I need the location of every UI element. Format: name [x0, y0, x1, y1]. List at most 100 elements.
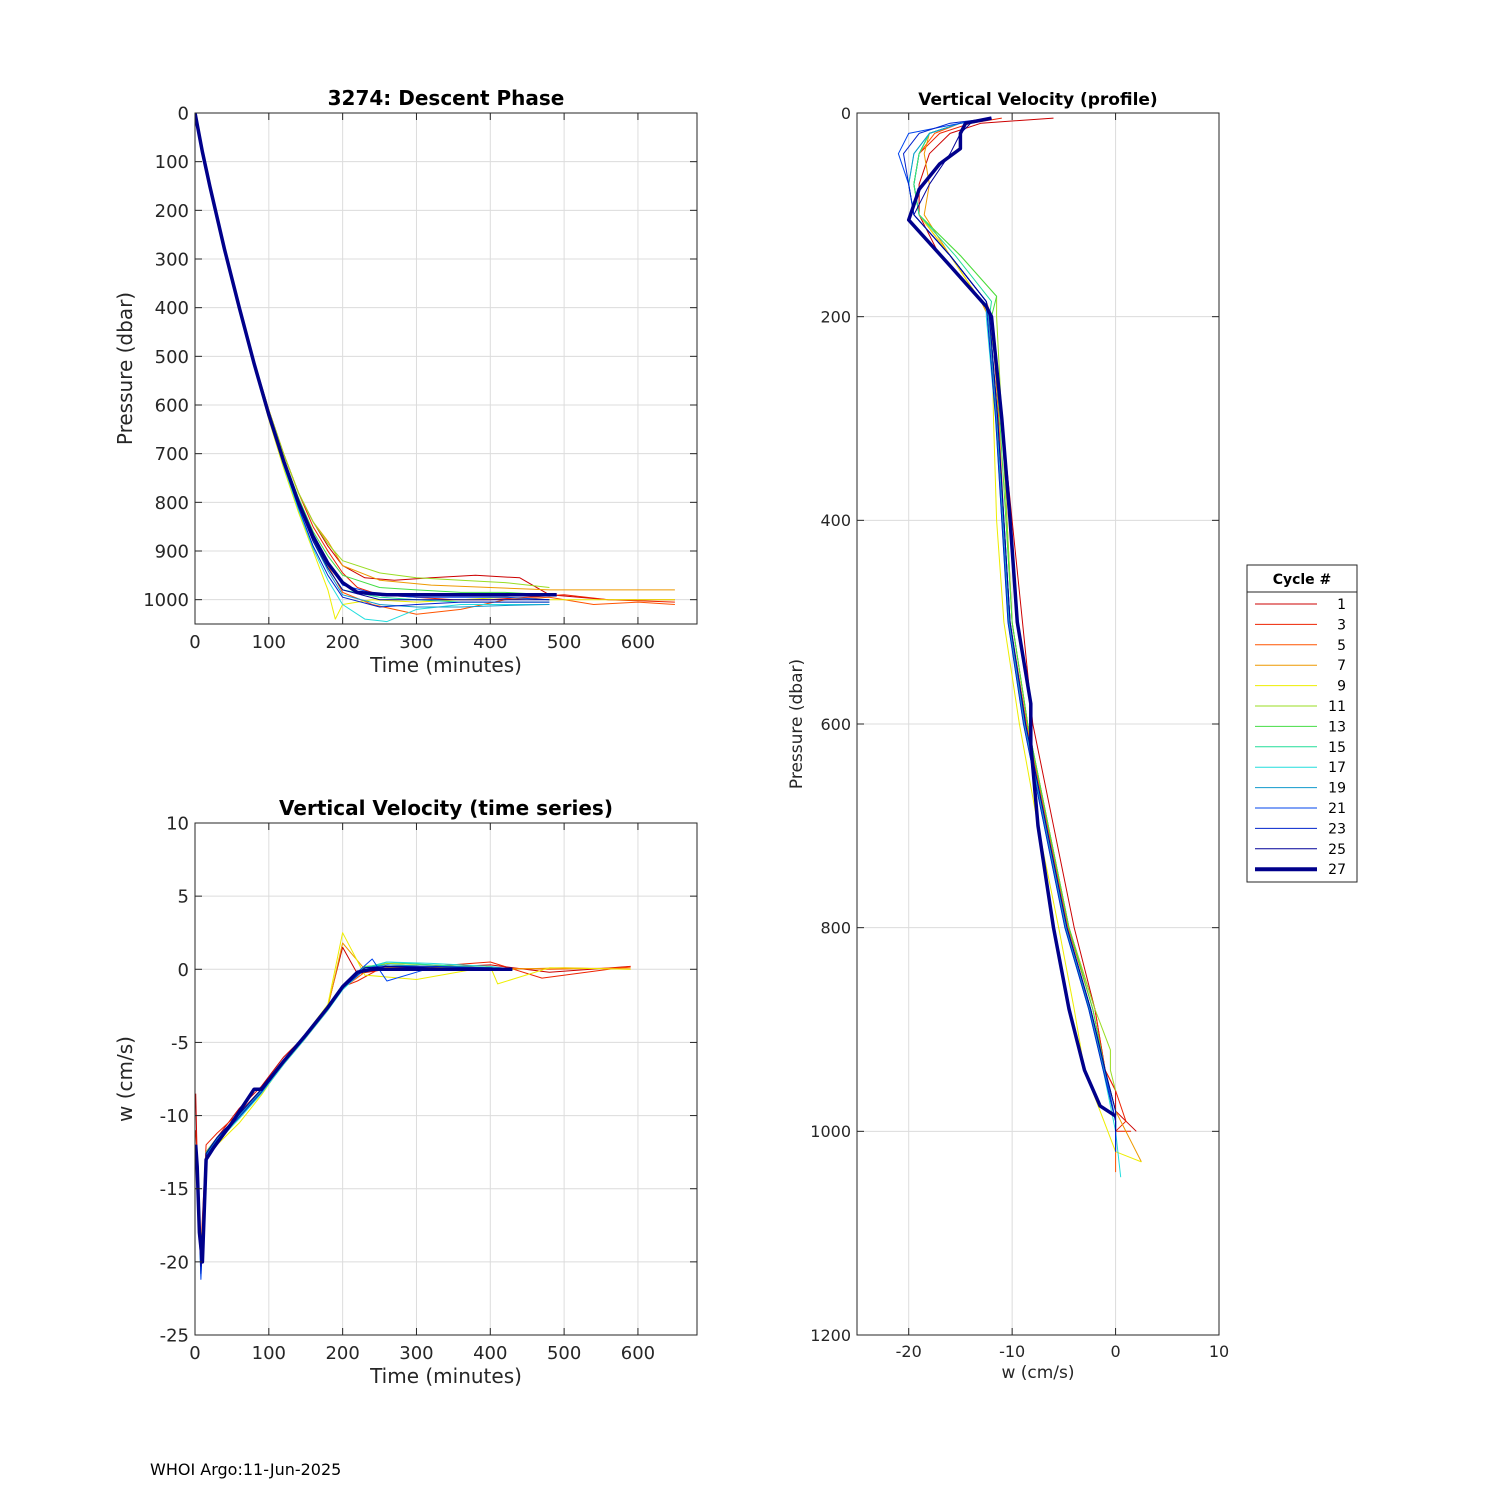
series-line-cycle-27 — [906, 116, 1117, 1118]
y-tick-label: 0 — [841, 104, 851, 123]
y-tick-label: 600 — [155, 395, 189, 416]
series-group — [195, 113, 675, 623]
x-axis-label: w (cm/s) — [1001, 1363, 1074, 1383]
legend-label: 25 — [1328, 842, 1346, 858]
legend-label: 21 — [1328, 801, 1346, 817]
legend-label: 13 — [1328, 719, 1346, 735]
legend-label: 19 — [1328, 781, 1346, 797]
legend-label: 9 — [1337, 679, 1346, 695]
x-tick-label: 0 — [189, 1343, 200, 1364]
legend-entry-11: 11 — [1255, 699, 1346, 715]
series-line-cycle-19 — [908, 117, 1117, 1152]
y-tick-label: 600 — [820, 715, 851, 734]
y-axis-label: Pressure (dbar) — [787, 659, 807, 789]
legend-entry-1: 1 — [1255, 597, 1346, 613]
legend-label: 5 — [1337, 638, 1346, 654]
x-tick-label: 0 — [1110, 1342, 1120, 1361]
plot-area — [195, 113, 697, 624]
legend-label: 1 — [1337, 597, 1346, 613]
chart-title: Vertical Velocity (profile) — [918, 90, 1157, 110]
x-tick-label: 100 — [252, 1343, 286, 1364]
legend-label: 17 — [1328, 760, 1346, 776]
y-tick-label: -15 — [160, 1179, 189, 1200]
y-tick-label: 0 — [178, 103, 189, 124]
y-tick-label: 10 — [166, 813, 189, 834]
legend-label: 23 — [1328, 821, 1346, 837]
legend-label: 7 — [1337, 658, 1346, 674]
legend-entry-13: 13 — [1255, 719, 1346, 735]
x-tick-label: -20 — [896, 1342, 922, 1361]
axes-box — [194, 112, 698, 625]
y-tick-label: 900 — [155, 541, 189, 562]
y-tick-label: 800 — [820, 918, 851, 937]
series-line-cycle-27 — [195, 113, 557, 597]
legend-label: 27 — [1328, 862, 1346, 878]
x-tick-label: 200 — [325, 632, 359, 653]
y-tick-label: 700 — [155, 444, 189, 465]
x-tick-label: 400 — [473, 632, 507, 653]
x-axis-label: Time (minutes) — [369, 1364, 522, 1388]
y-tick-label: 1200 — [810, 1326, 851, 1345]
y-tick-label: -10 — [160, 1106, 189, 1127]
y-tick-label: 300 — [155, 249, 189, 270]
y-tick-label: -25 — [160, 1325, 189, 1346]
y-tick-label: 200 — [155, 201, 189, 222]
y-tick-label: 800 — [155, 493, 189, 514]
x-tick-label: 400 — [473, 1343, 507, 1364]
plot-area — [195, 823, 697, 1335]
y-tick-label: 1000 — [143, 590, 189, 611]
x-tick-label: 600 — [621, 632, 655, 653]
chart-velocity-ts: 0 100 200 300 400 500 600 -25 -20 -15 -10 -5 0 5 10 Ver… — [113, 796, 698, 1388]
x-tick-label: 10 — [1209, 1342, 1229, 1361]
footer-stamp: WHOI Argo:11-Jun-2025 — [150, 1460, 342, 1479]
y-tick-label: -5 — [171, 1033, 189, 1054]
legend-entry-15: 15 — [1255, 740, 1346, 756]
x-tick-label: 300 — [399, 632, 433, 653]
legend-label: 3 — [1337, 617, 1346, 633]
legend-entry-9: 9 — [1255, 679, 1346, 695]
x-tick-label: 200 — [325, 1343, 359, 1364]
x-tick-label: 500 — [547, 632, 581, 653]
x-tick-label: 300 — [399, 1343, 433, 1364]
series-line-cycle-23 — [903, 117, 1117, 1152]
chart-descent: 0 100 200 300 400 500 600 0 100 200 300 400 500 600 70… — [113, 86, 698, 677]
y-axis-label: Pressure (dbar) — [113, 292, 137, 445]
series-group — [195, 932, 631, 1280]
legend-entry-17: 17 — [1255, 760, 1346, 776]
legend-label: 11 — [1328, 699, 1346, 715]
y-tick-label: 400 — [820, 511, 851, 530]
x-tick-label: 0 — [189, 632, 200, 653]
chart-title: 3274: Descent Phase — [328, 86, 565, 110]
legend-entry-5: 5 — [1255, 638, 1346, 654]
legend-entry-25: 25 — [1255, 842, 1346, 858]
x-tick-label: 100 — [252, 632, 286, 653]
legend-entry-3: 3 — [1255, 617, 1346, 633]
y-tick-label: 500 — [155, 347, 189, 368]
axes-box — [194, 822, 698, 1336]
y-tick-label: 0 — [178, 960, 189, 981]
legend-label: 15 — [1328, 740, 1346, 756]
y-axis-label: w (cm/s) — [113, 1036, 137, 1122]
legend-entry-23: 23 — [1255, 821, 1346, 837]
legend-box — [1246, 564, 1358, 883]
y-tick-label: 5 — [178, 887, 189, 908]
y-tick-label: -20 — [160, 1252, 189, 1273]
legend-entry-19: 19 — [1255, 781, 1346, 797]
series-group — [897, 116, 1142, 1178]
chart-title: Vertical Velocity (time series) — [279, 796, 613, 820]
x-tick-label: -10 — [999, 1342, 1025, 1361]
series-line-cycle-27 — [195, 967, 513, 1264]
legend-entry-21: 21 — [1255, 801, 1346, 817]
x-tick-label: 600 — [621, 1343, 655, 1364]
y-tick-label: 400 — [155, 298, 189, 319]
x-tick-label: 500 — [547, 1343, 581, 1364]
y-tick-label: 1000 — [810, 1122, 851, 1141]
y-tick-label: 200 — [820, 307, 851, 326]
y-tick-label: 100 — [155, 152, 189, 173]
legend-entry-7: 7 — [1255, 658, 1346, 674]
legend-title: Cycle # — [1273, 572, 1332, 588]
x-axis-label: Time (minutes) — [369, 653, 522, 677]
